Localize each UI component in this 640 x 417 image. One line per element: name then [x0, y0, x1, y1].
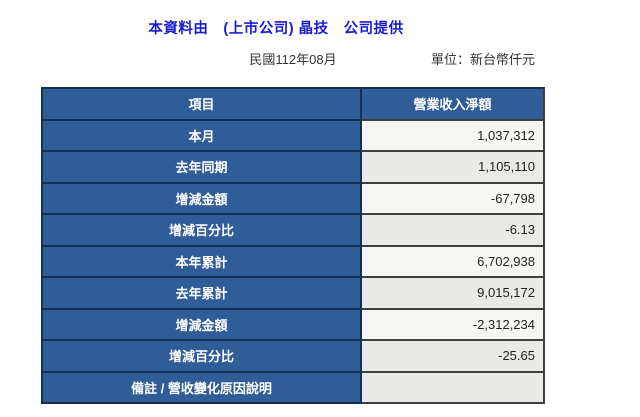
row-label-cell: 增減金額 — [43, 183, 362, 215]
row-label-cell: 備註 / 營收變化原因說明 — [43, 372, 362, 404]
row-value-cell: -25.65 — [362, 341, 543, 373]
row-label-cell: 去年同期 — [43, 152, 362, 184]
table-row: 增減金額 -2,312,234 — [43, 309, 543, 341]
row-label-cell: 本月 — [43, 120, 362, 152]
row-label-cell: 增減百分比 — [43, 215, 362, 247]
row-label-cell: 增減百分比 — [43, 341, 362, 373]
row-value-cell: 6,702,938 — [362, 246, 543, 278]
table-row: 增減百分比 -25.65 — [43, 341, 543, 373]
header-cell-revenue: 營業收入淨額 — [362, 89, 543, 121]
row-value-cell: -2,312,234 — [362, 309, 543, 341]
table-row: 增減百分比 -6.13 — [43, 215, 543, 247]
row-label-cell: 去年累計 — [43, 278, 362, 310]
revenue-table: 項目 營業收入淨額 本月 1,037,312 去年同期 1,105,110 增減金額 -67,… — [41, 87, 545, 404]
row-value-cell: -67,798 — [362, 183, 543, 215]
row-value-cell: 9,015,172 — [362, 278, 543, 310]
row-value-cell: 1,105,110 — [362, 152, 543, 184]
subtitle-line: 民國112年08月 單位：新台幣仟元 — [41, 49, 545, 67]
table-row: 備註 / 營收變化原因說明 — [43, 372, 543, 404]
report-period: 民國112年08月 — [249, 52, 337, 67]
table-row: 本年累計 6,702,938 — [43, 246, 543, 278]
row-value-cell: 1,037,312 — [362, 120, 543, 152]
page-title: 本資料由 (上市公司) 晶技 公司提供 — [148, 21, 404, 37]
row-value-cell — [362, 372, 543, 404]
row-label-cell: 增減金額 — [43, 309, 362, 341]
unit-label: 單位：新台幣仟元 — [430, 52, 535, 67]
table-row: 增減金額 -67,798 — [43, 183, 543, 215]
row-label-cell: 本年累計 — [43, 246, 362, 278]
table-header-row: 項目 營業收入淨額 — [43, 89, 543, 121]
table-row: 去年同期 1,105,110 — [43, 152, 543, 184]
table-row: 去年累計 9,015,172 — [43, 278, 543, 310]
row-value-cell: -6.13 — [362, 215, 543, 247]
table-row: 本月 1,037,312 — [43, 120, 543, 152]
header-cell-item: 項目 — [43, 89, 362, 121]
